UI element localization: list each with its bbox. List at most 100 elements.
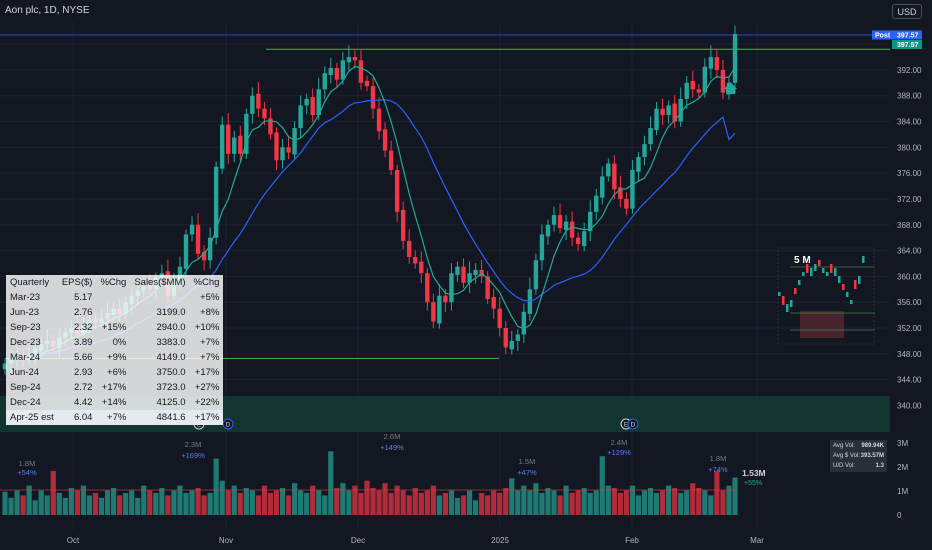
volume-bar (539, 492, 545, 515)
marker-letter: D (631, 422, 636, 429)
volume-bar (26, 485, 32, 515)
volume-bar (129, 490, 135, 515)
candle-body (545, 224, 551, 237)
volume-bar (376, 490, 382, 515)
ud-vol-value: 1.3 (875, 463, 884, 469)
eps-cell: 4841.6 (130, 410, 190, 425)
candle-body (370, 86, 376, 109)
volume-bar (599, 456, 605, 515)
eps-table-header: Quarterly EPS($) %Chg Sales($MM) %Chg (6, 275, 223, 290)
volume-bar (581, 488, 587, 515)
candle-body (690, 80, 695, 90)
volume-peak-change: +169% (181, 451, 205, 460)
candle-body (455, 266, 460, 276)
candle-body (563, 221, 569, 230)
volume-bar (50, 470, 56, 515)
volume-bar (189, 490, 195, 515)
mini-candle (826, 272, 829, 276)
volume-bar (231, 485, 237, 515)
candle-body (274, 132, 279, 161)
volume-bar (334, 488, 340, 515)
eps-cell: 3750.0 (156, 367, 186, 378)
volume-bar (352, 485, 358, 515)
range-box-label: 5 M (794, 255, 811, 266)
candle-body (630, 169, 635, 209)
volume-bar (424, 490, 430, 515)
volume-bar (466, 490, 473, 515)
eps-cell: +14% (101, 397, 127, 408)
volume-axis-tick: 2M (897, 463, 908, 472)
volume-bar (159, 488, 165, 515)
volume-bar (509, 478, 515, 515)
volume-axis-tick: 1M (897, 487, 908, 496)
candle-body (407, 240, 412, 258)
volume-bar (394, 485, 400, 515)
currency-button[interactable]: USD (892, 4, 922, 19)
eps-cell: 3199.0 (156, 307, 186, 318)
volume-peak-label: 1.8M (19, 459, 36, 468)
candle-body (551, 215, 557, 225)
candle-body (437, 295, 442, 324)
volume-bar (696, 488, 702, 515)
eps-cell: Sep-24 (10, 382, 41, 393)
volume-axis-tick: 0 (897, 511, 902, 520)
volume-bar (237, 492, 243, 515)
eps-cell: 4125.0 (156, 397, 186, 408)
candle-body (594, 195, 599, 212)
candle-body (219, 124, 225, 169)
candle-body (509, 340, 514, 350)
volume-bar (400, 490, 406, 515)
volume-bar (213, 458, 219, 515)
candle-body (461, 266, 466, 283)
avg-vol-row: Avg Vol: 989.94K (833, 441, 884, 451)
eps-cell: +8% (200, 307, 220, 318)
time-axis-tick: Nov (219, 536, 233, 545)
candle-body (636, 157, 641, 172)
time-axis-tick: Mar (750, 536, 764, 545)
ud-vol-row: U/D Vol: 1.3 (833, 461, 884, 471)
candle-body (467, 273, 472, 283)
volume-bar (147, 490, 153, 515)
eps-cell: +27% (194, 382, 220, 393)
volume-peak-label: 2.3M (185, 440, 202, 449)
candle-body (262, 108, 267, 119)
eps-col-eps-chg: %Chg (100, 277, 127, 288)
candle-body (250, 95, 255, 114)
time-axis-tick: 2025 (491, 536, 509, 545)
eps-cell: +9% (107, 352, 127, 363)
eps-cell: 2.72 (73, 382, 93, 393)
volume-bar (569, 492, 575, 515)
eps-col-quarter: Quarterly (10, 277, 50, 288)
eps-table-row: Apr-25 est 6.04 +7% 4841.6 +17% (6, 410, 224, 425)
volume-bar (32, 500, 38, 515)
mini-candle (810, 268, 813, 276)
mini-candle (842, 284, 845, 290)
candle-body (612, 163, 617, 190)
volume-bar (551, 490, 557, 515)
volume-bar (515, 490, 521, 515)
candle-body (606, 163, 611, 177)
volume-peak-change: +149% (380, 443, 404, 452)
eps-table: Quarterly EPS($) %Chg Sales($MM) %Chg Ma… (6, 275, 224, 425)
volume-bar (533, 483, 539, 515)
candle-body (298, 105, 303, 128)
last-price-tag (892, 40, 922, 49)
candle-body (256, 93, 261, 109)
mini-candle (858, 276, 861, 284)
candle-body (449, 273, 454, 303)
volume-bar (412, 488, 418, 515)
volume-bar (298, 490, 304, 515)
candle-body (189, 224, 195, 235)
price-axis-tick: 388.00 (897, 92, 922, 101)
volume-bar (74, 490, 80, 515)
candle-body (575, 237, 581, 245)
volume-bar (635, 495, 642, 515)
volume-bar (370, 488, 376, 515)
volume-bar (56, 492, 62, 515)
candle-body (684, 82, 689, 99)
mini-candle (806, 264, 809, 273)
eps-cell: +17% (194, 367, 220, 378)
eps-table-row: Dec-23 3.89 0% 3383.0 +7% (6, 335, 223, 350)
price-axis-tick: 352.00 (897, 324, 922, 333)
volume-peak-change: +54% (17, 468, 37, 477)
